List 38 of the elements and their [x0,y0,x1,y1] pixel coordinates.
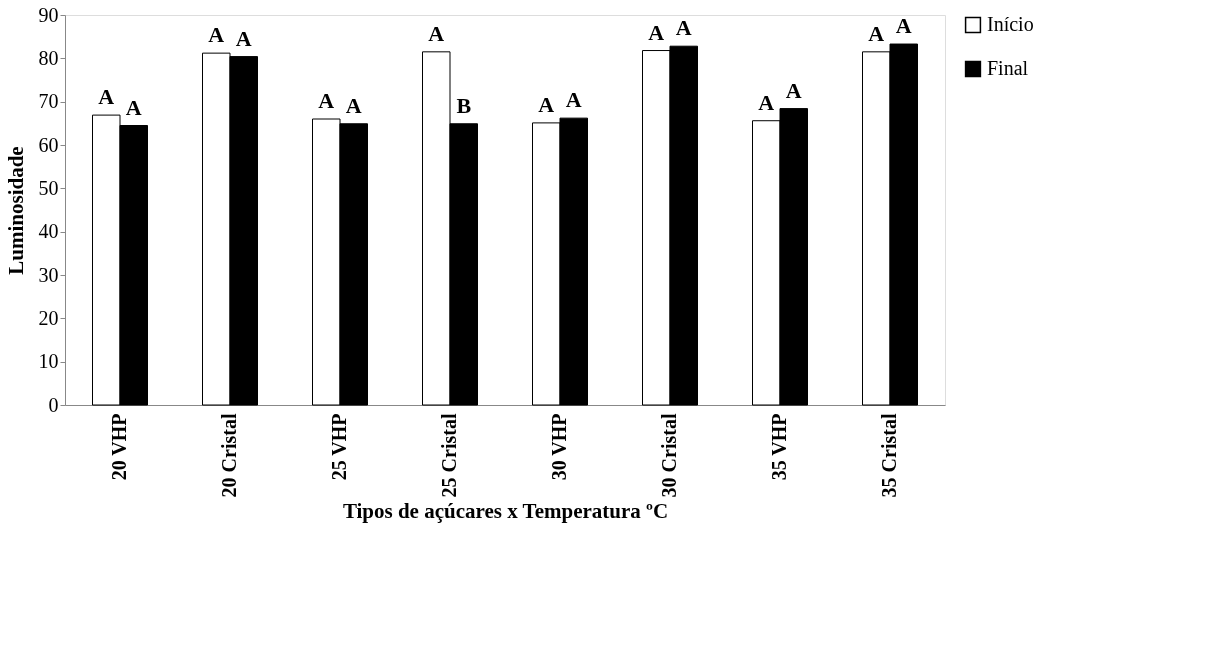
legend-label: Final [987,57,1029,79]
annotation: A [318,88,335,113]
annotation: A [345,92,362,118]
y-tick-label: 90 [38,3,59,26]
y-tick-label: 70 [38,90,59,113]
y-tick-label: 40 [38,220,59,243]
y-tick-label: 60 [38,133,59,156]
annotation: A [758,89,775,115]
x-tick-label: 25 VHP [328,413,350,481]
annotation: A [565,87,582,113]
x-tick-label: 30 Cristal [658,413,680,498]
annotation: A [538,91,555,117]
legend-label: Início [987,13,1034,35]
y-tick-label: 10 [38,350,59,373]
y-tick-label: 80 [38,46,59,69]
annotation: B [456,92,472,118]
annotation: A [648,19,665,45]
annotation: A [235,25,252,51]
y-tick-label: 0 [48,393,59,416]
x-tick-label: 25 Cristal [438,413,460,498]
annotation: A [785,77,802,103]
annotation: A [675,15,692,41]
annotation: A [208,22,225,48]
x-tick-label: 35 Cristal [878,413,900,498]
annotation: A [895,13,912,39]
annotation: A [98,84,115,110]
annotation: A [125,94,142,120]
x-tick-label: 35 VHP [768,413,790,481]
y-tick-label: 50 [38,176,59,199]
y-tick-label: 30 [38,263,59,286]
y-axis-title: Luminosidade [3,146,28,275]
annotation: A [868,20,885,46]
annotation: A [428,20,445,46]
x-axis-title: Tipos de açúcares x Temperatura ºC [342,499,669,524]
x-tick-label: 20 Cristal [218,413,240,498]
x-tick-label: 30 VHP [548,413,570,481]
x-tick-label: 20 VHP [108,413,130,481]
y-tick-label: 20 [38,306,59,329]
